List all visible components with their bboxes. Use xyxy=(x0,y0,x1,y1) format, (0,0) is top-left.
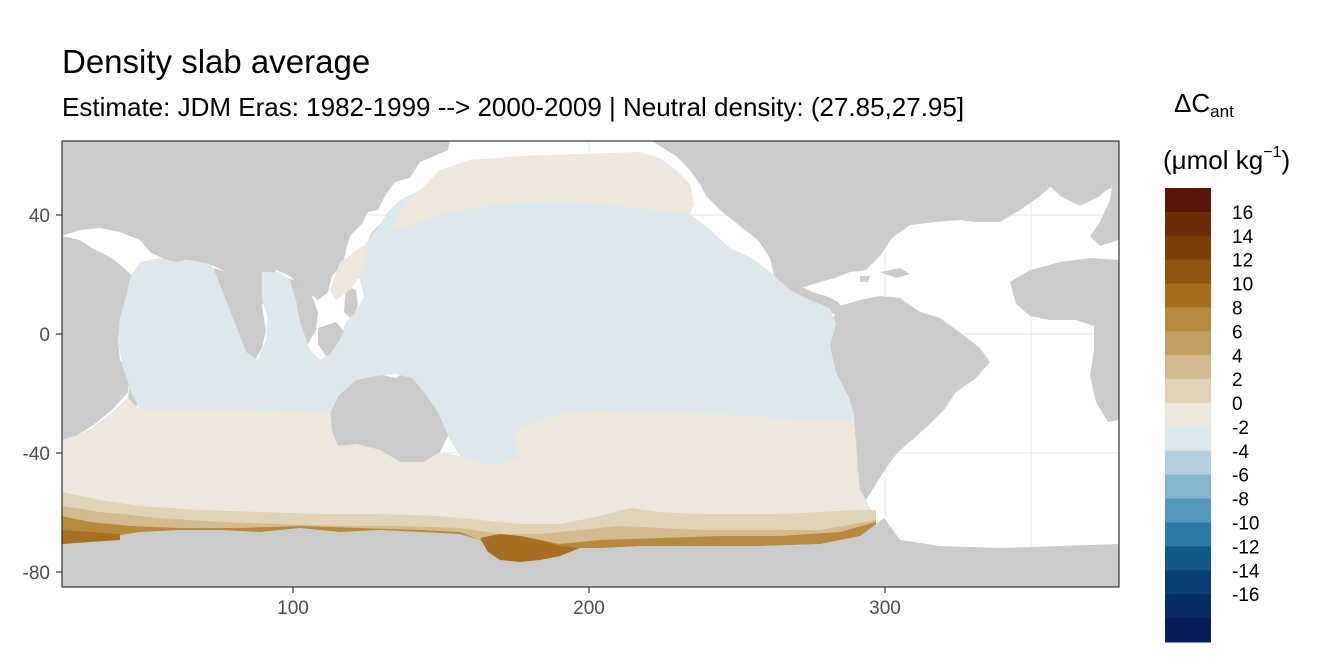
legend-label: 6 xyxy=(1232,322,1243,343)
map-panel xyxy=(62,141,1119,587)
legend-swatch xyxy=(1165,283,1211,308)
legend-label: -8 xyxy=(1232,490,1249,511)
land-antarctica xyxy=(62,518,1119,587)
antarctic-band-8 xyxy=(62,516,876,560)
legend-swatch xyxy=(1165,188,1211,213)
land-europe-west xyxy=(1090,141,1119,246)
plot-title: Density slab average xyxy=(62,43,371,80)
land-india xyxy=(214,268,266,362)
legend-swatch xyxy=(1165,618,1211,643)
panel-border xyxy=(61,140,1120,588)
land-australia xyxy=(330,372,450,462)
x-tick-label: 200 xyxy=(573,598,605,619)
plot-subtitle: Estimate: JDM Eras: 1982-1999 --> 2000-2… xyxy=(62,92,965,122)
land-greenland xyxy=(1010,141,1119,206)
legend-label: -4 xyxy=(1232,442,1249,463)
legend-swatch xyxy=(1165,522,1211,547)
land-philippines xyxy=(344,286,358,320)
y-tick-label: -40 xyxy=(23,444,50,465)
y-tick-label: -80 xyxy=(23,563,50,584)
legend-label: 4 xyxy=(1232,346,1243,367)
land-north-america xyxy=(652,141,1085,292)
land-africa-west xyxy=(1010,258,1119,422)
legend-swatch xyxy=(1165,426,1211,452)
x-tick-label: 100 xyxy=(277,598,309,619)
legend-swatch xyxy=(1165,403,1211,428)
land-masses xyxy=(62,141,1119,587)
ocean-north-pacific-beige xyxy=(394,152,694,230)
legend-label: 14 xyxy=(1232,227,1254,248)
legend-label: 10 xyxy=(1232,275,1253,296)
x-tick-label: 300 xyxy=(869,598,901,619)
legend-swatch xyxy=(1165,331,1211,356)
legend-swatch xyxy=(1165,307,1211,332)
legend-label: 0 xyxy=(1232,394,1243,415)
legend-bins: 16 14 12 108 6 4 2 0 -2 -4 -6 -8 -10-12 -14 -16 xyxy=(1165,188,1260,643)
legend-label: 8 xyxy=(1232,298,1243,319)
legend-swatch xyxy=(1165,546,1211,571)
land-central-america xyxy=(780,280,846,316)
legend-swatch xyxy=(1165,474,1211,500)
land-africa xyxy=(62,236,132,440)
land-eurasia xyxy=(62,141,450,305)
legend-swatch xyxy=(1165,498,1211,524)
ocean-negative-region xyxy=(118,190,854,464)
legend-label: 16 xyxy=(1232,203,1253,224)
legend-swatch xyxy=(1165,450,1211,476)
legend-title: ΔCant xyxy=(1174,88,1234,121)
color-legend: 16 14 12 108 6 4 2 0 -2 -4 -6 -8 -10-12 -14 -16 xyxy=(1165,188,1260,643)
legend-unit: (μmol kg−1) xyxy=(1163,144,1291,175)
legend-label: -10 xyxy=(1232,514,1259,535)
land-south-america xyxy=(826,296,990,500)
y-tick-label: 40 xyxy=(29,206,50,227)
legend-label: -14 xyxy=(1232,561,1260,582)
legend-swatch xyxy=(1165,355,1211,380)
legend-label: 2 xyxy=(1232,370,1243,391)
legend-label: -6 xyxy=(1232,466,1249,487)
legend-swatch xyxy=(1165,594,1211,619)
axis-ticks xyxy=(56,214,886,593)
legend-swatch xyxy=(1165,235,1211,261)
legend-swatch xyxy=(1165,259,1211,285)
y-tick-label: 0 xyxy=(39,325,50,346)
legend-label: -12 xyxy=(1232,537,1259,558)
legend-swatch xyxy=(1165,379,1211,404)
antarctic-band-4 xyxy=(62,506,876,560)
legend-label: -16 xyxy=(1232,585,1259,606)
legend-swatch xyxy=(1165,211,1211,237)
legend-swatch xyxy=(1165,570,1211,595)
legend-label: -2 xyxy=(1232,418,1249,439)
legend-label: 12 xyxy=(1232,251,1253,272)
ross-sea-dark xyxy=(480,534,580,562)
